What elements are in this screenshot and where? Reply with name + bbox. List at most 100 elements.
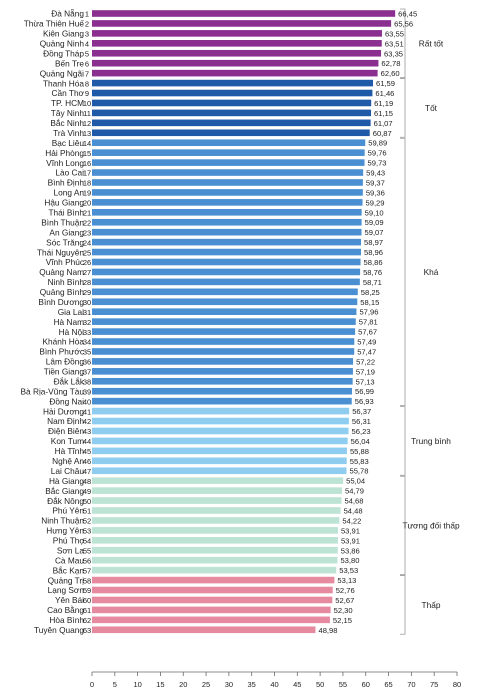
rank-label: 8 [85,79,89,88]
province-label: Cần Thơ [52,88,85,98]
rank-label: 54 [83,537,91,546]
rank-label: 61 [83,606,91,615]
value-label: 56,99 [355,387,374,396]
value-label: 61,07 [374,119,393,128]
x-tick-label: 5 [113,680,117,689]
province-label: Vĩnh Phúc [46,257,84,267]
province-label: Ninh Bình [48,277,85,287]
value-label: 56,31 [352,417,371,426]
group-bracket [400,475,406,576]
rank-label: 46 [83,457,91,466]
bar [92,358,354,365]
rank-label: 34 [83,338,91,347]
value-label: 61,19 [374,99,393,108]
province-label: Tây Ninh [51,108,85,118]
bar [92,308,357,315]
bars-layer [92,10,396,634]
rank-label: 28 [83,278,91,287]
province-label: Thái Nguyên [37,247,84,257]
x-tick-label: 30 [225,680,233,689]
value-label: 53,53 [339,566,358,575]
province-label: Cao Bằng [47,605,84,615]
bar [92,248,362,256]
province-label: Quảng Ngãi [40,68,84,78]
province-label: Sóc Trăng [46,237,84,247]
value-label: 58,71 [363,278,382,287]
value-label: 53,13 [337,576,356,585]
value-label: 59,07 [365,228,384,237]
value-label: 56,04 [351,437,370,446]
province-label: Bắc Ninh [50,118,84,128]
bar [92,228,362,236]
value-label: 59,29 [366,198,385,207]
value-label: 58,76 [363,268,382,277]
province-label: Bình Dương [38,297,84,307]
rank-label: 40 [83,397,91,406]
group-brackets: Rất tốt Tốt Khá Trung bình Tương đối thấp Thấ… [400,8,460,635]
value-label: 59,89 [368,139,387,148]
group-bracket [400,137,406,407]
bar [92,368,353,375]
bar [92,397,352,405]
province-label: Đồng Tháp [43,48,84,58]
bar [92,109,371,117]
province-label: Lạng Sơn [48,585,85,595]
bar [92,586,333,594]
rank-label: 12 [83,119,91,128]
value-label: 48,98 [318,626,337,635]
value-label: 54,79 [345,487,364,496]
province-label: An Giang [49,227,84,237]
province-label: Hải Dương [43,406,84,416]
value-label: 59,09 [365,218,384,227]
rank-label: 33 [83,328,91,337]
value-label: 54,48 [344,507,363,516]
value-label: 55,04 [346,477,365,486]
value-label: 62,78 [381,59,400,68]
rank-label: 36 [83,358,91,367]
value-label: 63,51 [385,39,404,48]
province-label: Phú Thọ [53,536,85,546]
bar [92,268,361,276]
rank-label: 24 [83,238,91,247]
bar [92,537,338,544]
bar [92,377,353,385]
rank-label: 18 [83,179,91,188]
value-label: 57,49 [357,338,376,347]
labels-layer: Đà Nẵng 1 66,45 Thừa Thiên Huế 2 65,56 Kiên Gi… [21,9,418,635]
group-label: Khá [424,267,439,277]
bar [92,328,356,335]
rank-label: 53 [83,527,91,536]
value-label: 58,86 [364,258,383,267]
bar [92,288,358,296]
value-label: 59,73 [368,159,387,168]
x-tick-label: 0 [90,680,94,689]
bar [92,477,344,484]
province-label: Hà Tĩnh [55,446,85,456]
province-label: Bình Phước [39,347,84,357]
province-label: Bắc Giang [45,486,84,496]
value-label: 65,56 [394,19,413,28]
province-label: Bạc Liêu [52,138,85,148]
x-tick-label: 50 [316,680,324,689]
bar [92,189,363,196]
province-label: Quảng Ninh [40,39,85,49]
rank-label: 31 [83,308,91,317]
province-label: Bến Tre [55,58,84,68]
rank-label: 25 [83,248,91,257]
value-label: 58,15 [360,298,379,307]
value-label: 57,67 [358,328,377,337]
rank-label: 5 [85,49,89,58]
rank-label: 1 [85,10,89,19]
bar [92,30,382,37]
bar [92,576,335,584]
province-label: Phú Yên [52,506,84,516]
value-label: 59,10 [365,208,384,217]
value-label: 63,55 [385,29,404,38]
x-tick-label: 75 [430,680,438,689]
rank-label: 21 [83,209,91,218]
value-label: 53,80 [340,556,359,565]
group-bracket [400,8,406,79]
rank-label: 3 [85,30,89,39]
bar [92,338,355,345]
province-label: Điện Biên [48,426,84,436]
